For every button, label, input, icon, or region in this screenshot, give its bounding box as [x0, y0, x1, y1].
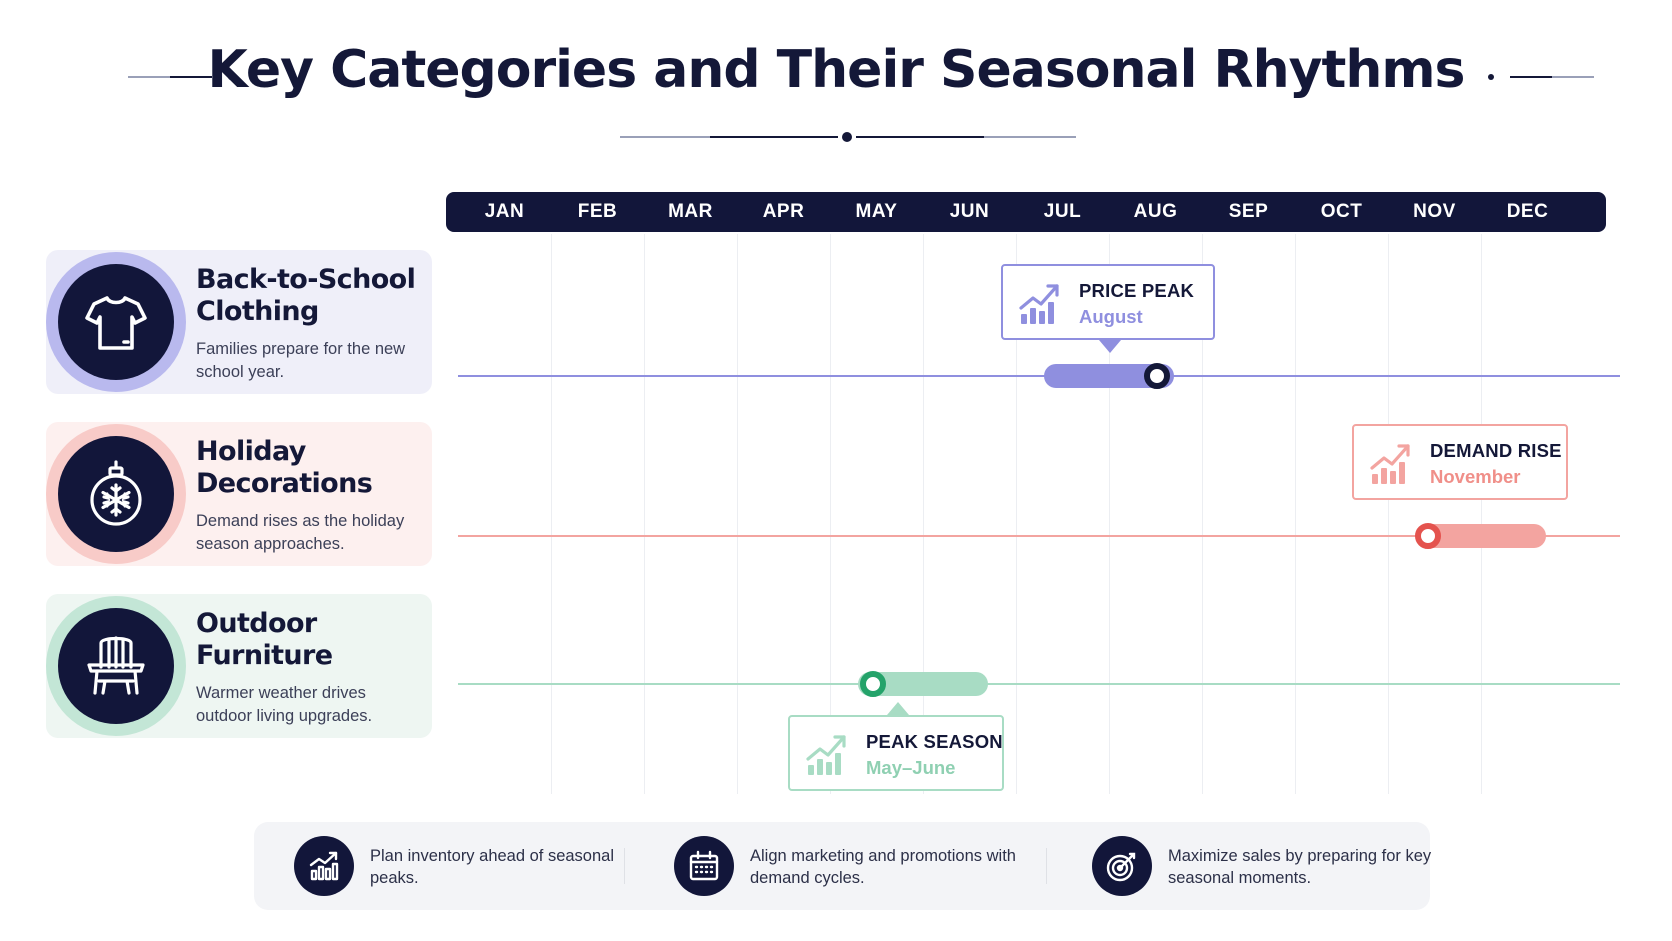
category-card-holiday-decorations: Holiday Decorations Demand rises as the …: [46, 422, 432, 566]
timeline-track-back-to-school: [458, 375, 1620, 377]
month-gridline: [923, 234, 924, 794]
month-label-dec: DEC: [1506, 201, 1549, 222]
month-gridline: [1295, 234, 1296, 794]
month-label-apr: APR: [762, 201, 805, 222]
timeline-track-holiday-decorations: [458, 535, 1620, 537]
month-label-jan: JAN: [484, 201, 525, 222]
timeline-track-outdoor-furniture: [458, 683, 1620, 685]
month-gridline: [1202, 234, 1203, 794]
chair-icon: [58, 608, 174, 724]
timeline-marker-demand-rise: [1415, 523, 1441, 549]
timeline-marker-price-peak: [1144, 363, 1170, 389]
timeline-marker-peak-season: [860, 671, 886, 697]
category-card-back-to-school: Back-to-School Clothing Families prepare…: [46, 250, 432, 394]
tips-footer: Plan inventory ahead of seasonal peaks. …: [254, 822, 1431, 910]
trend-chart-icon: [1370, 444, 1410, 484]
bar-chart-icon: [294, 836, 354, 896]
callout-label: PEAK SEASON: [866, 731, 1003, 752]
tip-text: Maximize sales by preparing for key seas…: [1168, 847, 1432, 887]
tip-plan-inventory: Plan inventory ahead of seasonal peaks.: [294, 822, 614, 910]
month-label-sep: SEP: [1228, 201, 1269, 222]
month-label-jun: JUN: [949, 201, 990, 222]
month-gridline: [737, 234, 738, 794]
month-header-bar: JAN FEB MAR APR MAY JUN JUL AUG SEP OCT NOV DEC: [446, 192, 1606, 232]
tip-text: Plan inventory ahead of seasonal peaks.: [370, 847, 615, 887]
callout-pointer: [887, 702, 909, 715]
category-title: Back-to-School Clothing: [196, 264, 416, 327]
tshirt-icon: [58, 264, 174, 380]
footer-divider: [624, 848, 625, 884]
month-gridline: [830, 234, 831, 794]
month-gridline: [1481, 234, 1482, 794]
month-label-oct: OCT: [1320, 201, 1363, 222]
category-description: Warmer weather drives outdoor living upg…: [196, 684, 373, 725]
month-gridline: [1388, 234, 1389, 794]
callout-value: November: [1430, 466, 1521, 487]
callout-pointer: [1099, 340, 1121, 353]
category-card-outdoor-furniture: Outdoor Furniture Warmer weather drives …: [46, 594, 432, 738]
tip-align-marketing: Align marketing and promotions with dema…: [674, 822, 1034, 910]
target-icon: [1092, 836, 1152, 896]
title-divider: [620, 132, 1076, 142]
category-description: Families prepare for the new school year…: [196, 340, 406, 381]
title-ornament-right: [1484, 74, 1594, 82]
callout-value: August: [1079, 306, 1143, 327]
ornament-icon: [58, 436, 174, 552]
callout-label: DEMAND RISE: [1430, 440, 1562, 461]
footer-divider: [1046, 848, 1047, 884]
category-title: Outdoor Furniture: [196, 608, 333, 671]
callout-price-peak: PRICE PEAK August: [1001, 264, 1215, 340]
tip-maximize-sales: Maximize sales by preparing for key seas…: [1092, 822, 1431, 910]
trend-chart-icon: [1019, 284, 1059, 324]
month-label-jul: JUL: [1043, 201, 1082, 222]
month-label-mar: MAR: [668, 201, 713, 222]
month-gridline: [1016, 234, 1017, 794]
month-label-may: MAY: [855, 201, 898, 222]
month-label-nov: NOV: [1413, 201, 1456, 222]
category-title: Holiday Decorations: [196, 436, 373, 499]
callout-label: PRICE PEAK: [1079, 280, 1195, 301]
callout-demand-rise: DEMAND RISE November: [1352, 424, 1568, 500]
callout-value: May–June: [866, 757, 956, 778]
calendar-icon: [674, 836, 734, 896]
callout-peak-season: PEAK SEASON May–June: [788, 715, 1004, 791]
category-description: Demand rises as the holiday season appro…: [196, 512, 405, 553]
month-label-feb: FEB: [577, 201, 618, 222]
title-ornament-left: [128, 74, 238, 82]
month-label-aug: AUG: [1133, 201, 1178, 222]
tip-text: Align marketing and promotions with dema…: [750, 847, 1016, 887]
trend-chart-icon: [806, 735, 846, 775]
month-gridline: [551, 234, 552, 794]
page-title: Key Categories and Their Seasonal Rhythm…: [207, 40, 1465, 100]
month-gridline: [644, 234, 645, 794]
month-gridline: [1109, 234, 1110, 794]
